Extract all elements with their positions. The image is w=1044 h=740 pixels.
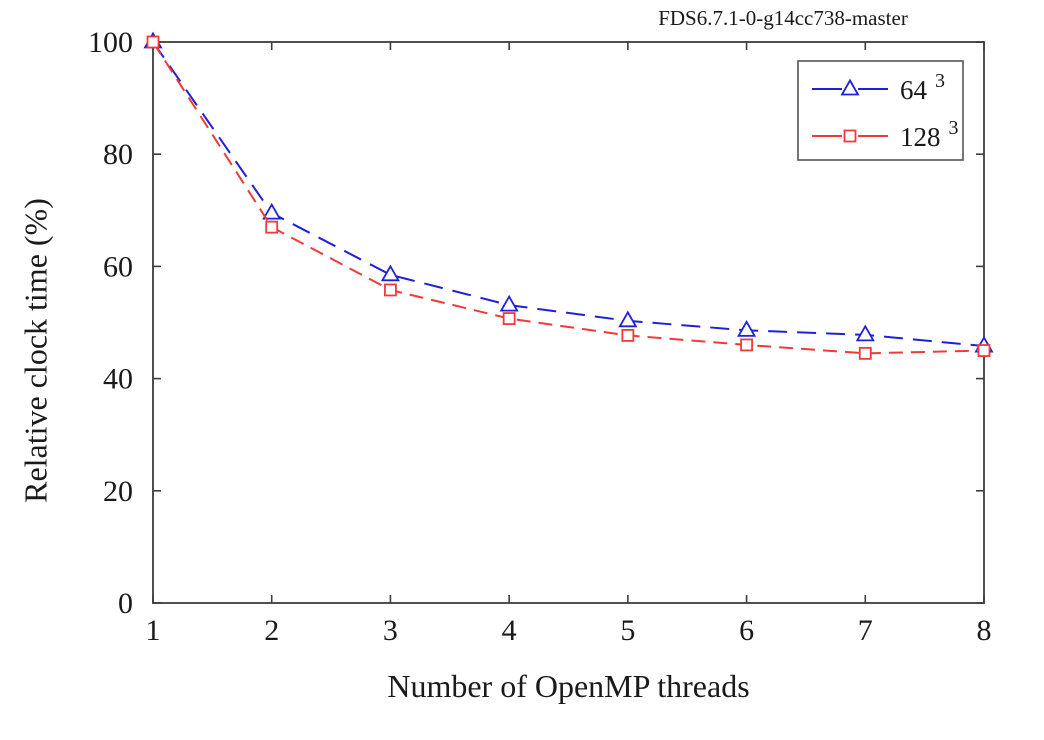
plot-box [152, 41, 985, 604]
data-point-marker-triangle [380, 264, 400, 282]
data-point-marker-triangle [618, 310, 638, 328]
x-tick-label: 4 [502, 614, 517, 647]
y-tick-label: 0 [118, 587, 133, 620]
data-point-marker-square [858, 346, 872, 360]
chart-title: FDS6.7.1-0-g14cc738-master [658, 6, 908, 30]
data-point-marker-square [843, 129, 857, 143]
x-tick-label: 2 [264, 614, 279, 647]
y-tick-label: 100 [88, 26, 133, 59]
x-tick-label: 3 [383, 614, 398, 647]
legend-label-128: 128 3 [900, 117, 959, 152]
series-line-64 [152, 41, 985, 348]
x-tick-label: 5 [620, 614, 635, 647]
data-point-marker-square [502, 312, 516, 325]
data-point-marker-triangle [737, 320, 757, 337]
y-axis-title: Relative clock time (%) [17, 198, 54, 503]
data-point-marker-square [146, 35, 160, 49]
data-point-marker-square [621, 329, 635, 342]
x-tick-label: 6 [739, 614, 754, 647]
y-tick-label: 40 [103, 363, 133, 396]
y-tick-label: 80 [103, 138, 133, 171]
data-point-marker-triangle [855, 324, 875, 342]
legend-label-64: 64 3 [900, 70, 945, 105]
data-point-marker-square [384, 283, 397, 297]
data-point-marker-square [740, 338, 753, 352]
data-point-marker-square [977, 344, 991, 357]
y-tick-label: 20 [103, 475, 133, 508]
data-point-marker-triangle [840, 78, 860, 96]
x-tick-label: 7 [858, 614, 873, 647]
y-tick-label: 60 [103, 250, 133, 283]
data-point-marker-triangle [262, 202, 282, 220]
x-axis-title: Number of OpenMP threads [387, 668, 750, 704]
series-line-128 [152, 41, 985, 355]
data-point-marker-square [265, 220, 279, 234]
x-tick-label: 8 [977, 614, 992, 647]
x-tick-label: 1 [146, 614, 161, 647]
data-point-marker-triangle [499, 294, 519, 312]
legend-box [797, 60, 964, 161]
